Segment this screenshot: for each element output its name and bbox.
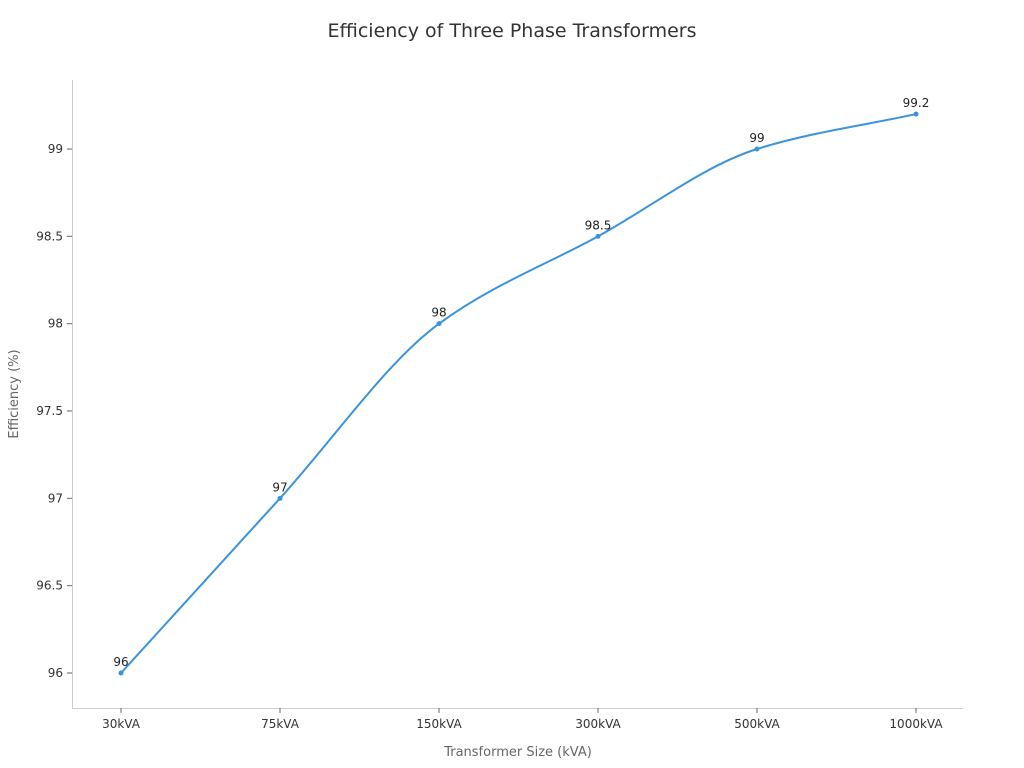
chart-title: Efficiency of Three Phase Transformers [327, 20, 697, 42]
data-label: 97 [272, 480, 287, 494]
x-axis-title: Transformer Size (kVA) [443, 745, 592, 760]
y-axis-ticks: 96 96.5 97 97.5 98 98.5 99 [36, 142, 72, 680]
data-point [436, 321, 442, 327]
y-tick-label: 96.5 [36, 579, 63, 593]
data-label: 99 [749, 131, 764, 145]
data-point [595, 233, 601, 239]
data-label: 96 [113, 655, 128, 669]
y-tick-label: 98.5 [36, 229, 63, 243]
data-label: 98.5 [585, 218, 612, 232]
x-tick-label: 30kVA [102, 717, 141, 731]
data-point [118, 670, 124, 676]
data-point [913, 111, 919, 117]
data-point [754, 146, 760, 152]
y-axis-title: Efficiency (%) [7, 349, 22, 438]
x-tick-label: 1000kVA [889, 717, 943, 731]
x-tick-label: 75kVA [261, 717, 300, 731]
x-axis-ticks: 30kVA 75kVA 150kVA 300kVA 500kVA 1000kVA [102, 708, 943, 731]
y-tick-label: 96 [48, 666, 63, 680]
data-point [277, 495, 283, 501]
x-tick-label: 300kVA [575, 717, 621, 731]
efficiency-line [120, 113, 917, 674]
x-tick-label: 150kVA [416, 717, 462, 731]
data-label: 99.2 [903, 96, 930, 110]
y-tick-label: 98 [48, 317, 63, 331]
y-tick-label: 97 [48, 491, 63, 505]
y-tick-label: 97.5 [36, 404, 63, 418]
data-labels: 96 97 98 98.5 99 99.2 [113, 96, 929, 669]
x-tick-label: 500kVA [734, 717, 780, 731]
data-points [118, 111, 919, 676]
y-tick-label: 99 [48, 142, 63, 156]
data-label: 98 [431, 306, 446, 320]
